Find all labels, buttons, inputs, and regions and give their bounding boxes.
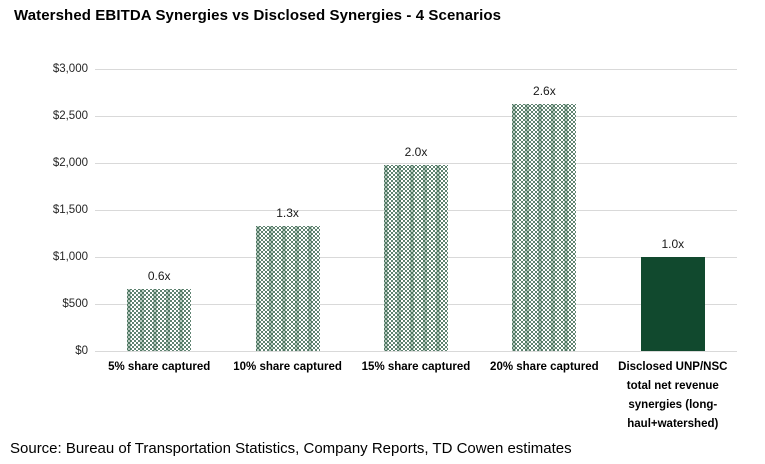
y-axis-tick-label: $1,000 (52, 251, 88, 263)
bar-4 (512, 103, 577, 351)
x-axis-category-label: 15% share captured (361, 361, 471, 373)
x-axis-category-label: 20% share captured (490, 361, 599, 373)
gridline (95, 163, 737, 164)
gridline (95, 116, 737, 117)
y-axis-tick-label: $2,000 (52, 157, 88, 169)
gridline (95, 69, 737, 70)
bar-value-label: 2.6x (533, 83, 556, 98)
source-note: Source: Bureau of Transportation Statist… (10, 440, 572, 457)
bar-value-label: 2.0x (404, 145, 428, 160)
y-axis-tick-label: $3,000 (52, 63, 88, 75)
y-axis-tick-label: $1,500 (52, 204, 88, 216)
y-axis-tick-label: $2,500 (52, 110, 88, 122)
bar-value-label: 1.0x (661, 236, 685, 251)
x-axis-category-label: Disclosed UNP/NSC total net revenue syne… (618, 361, 728, 430)
x-axis-category-label: 10% share captured (233, 361, 342, 373)
bar-2 (255, 226, 320, 351)
y-axis-tick-label: $0 (75, 345, 88, 357)
bar-value-label: 1.3x (276, 206, 299, 221)
bar-value-label: 0.6x (147, 269, 171, 284)
gridline (95, 351, 737, 352)
bar-3 (383, 165, 449, 351)
x-axis-category-label: 5% share captured (108, 361, 211, 373)
bar-5 (640, 256, 705, 351)
y-axis-tick-label: $500 (62, 298, 88, 310)
chart-title: Watershed EBITDA Synergies vs Disclosed … (14, 7, 502, 24)
bar-1 (127, 289, 192, 351)
